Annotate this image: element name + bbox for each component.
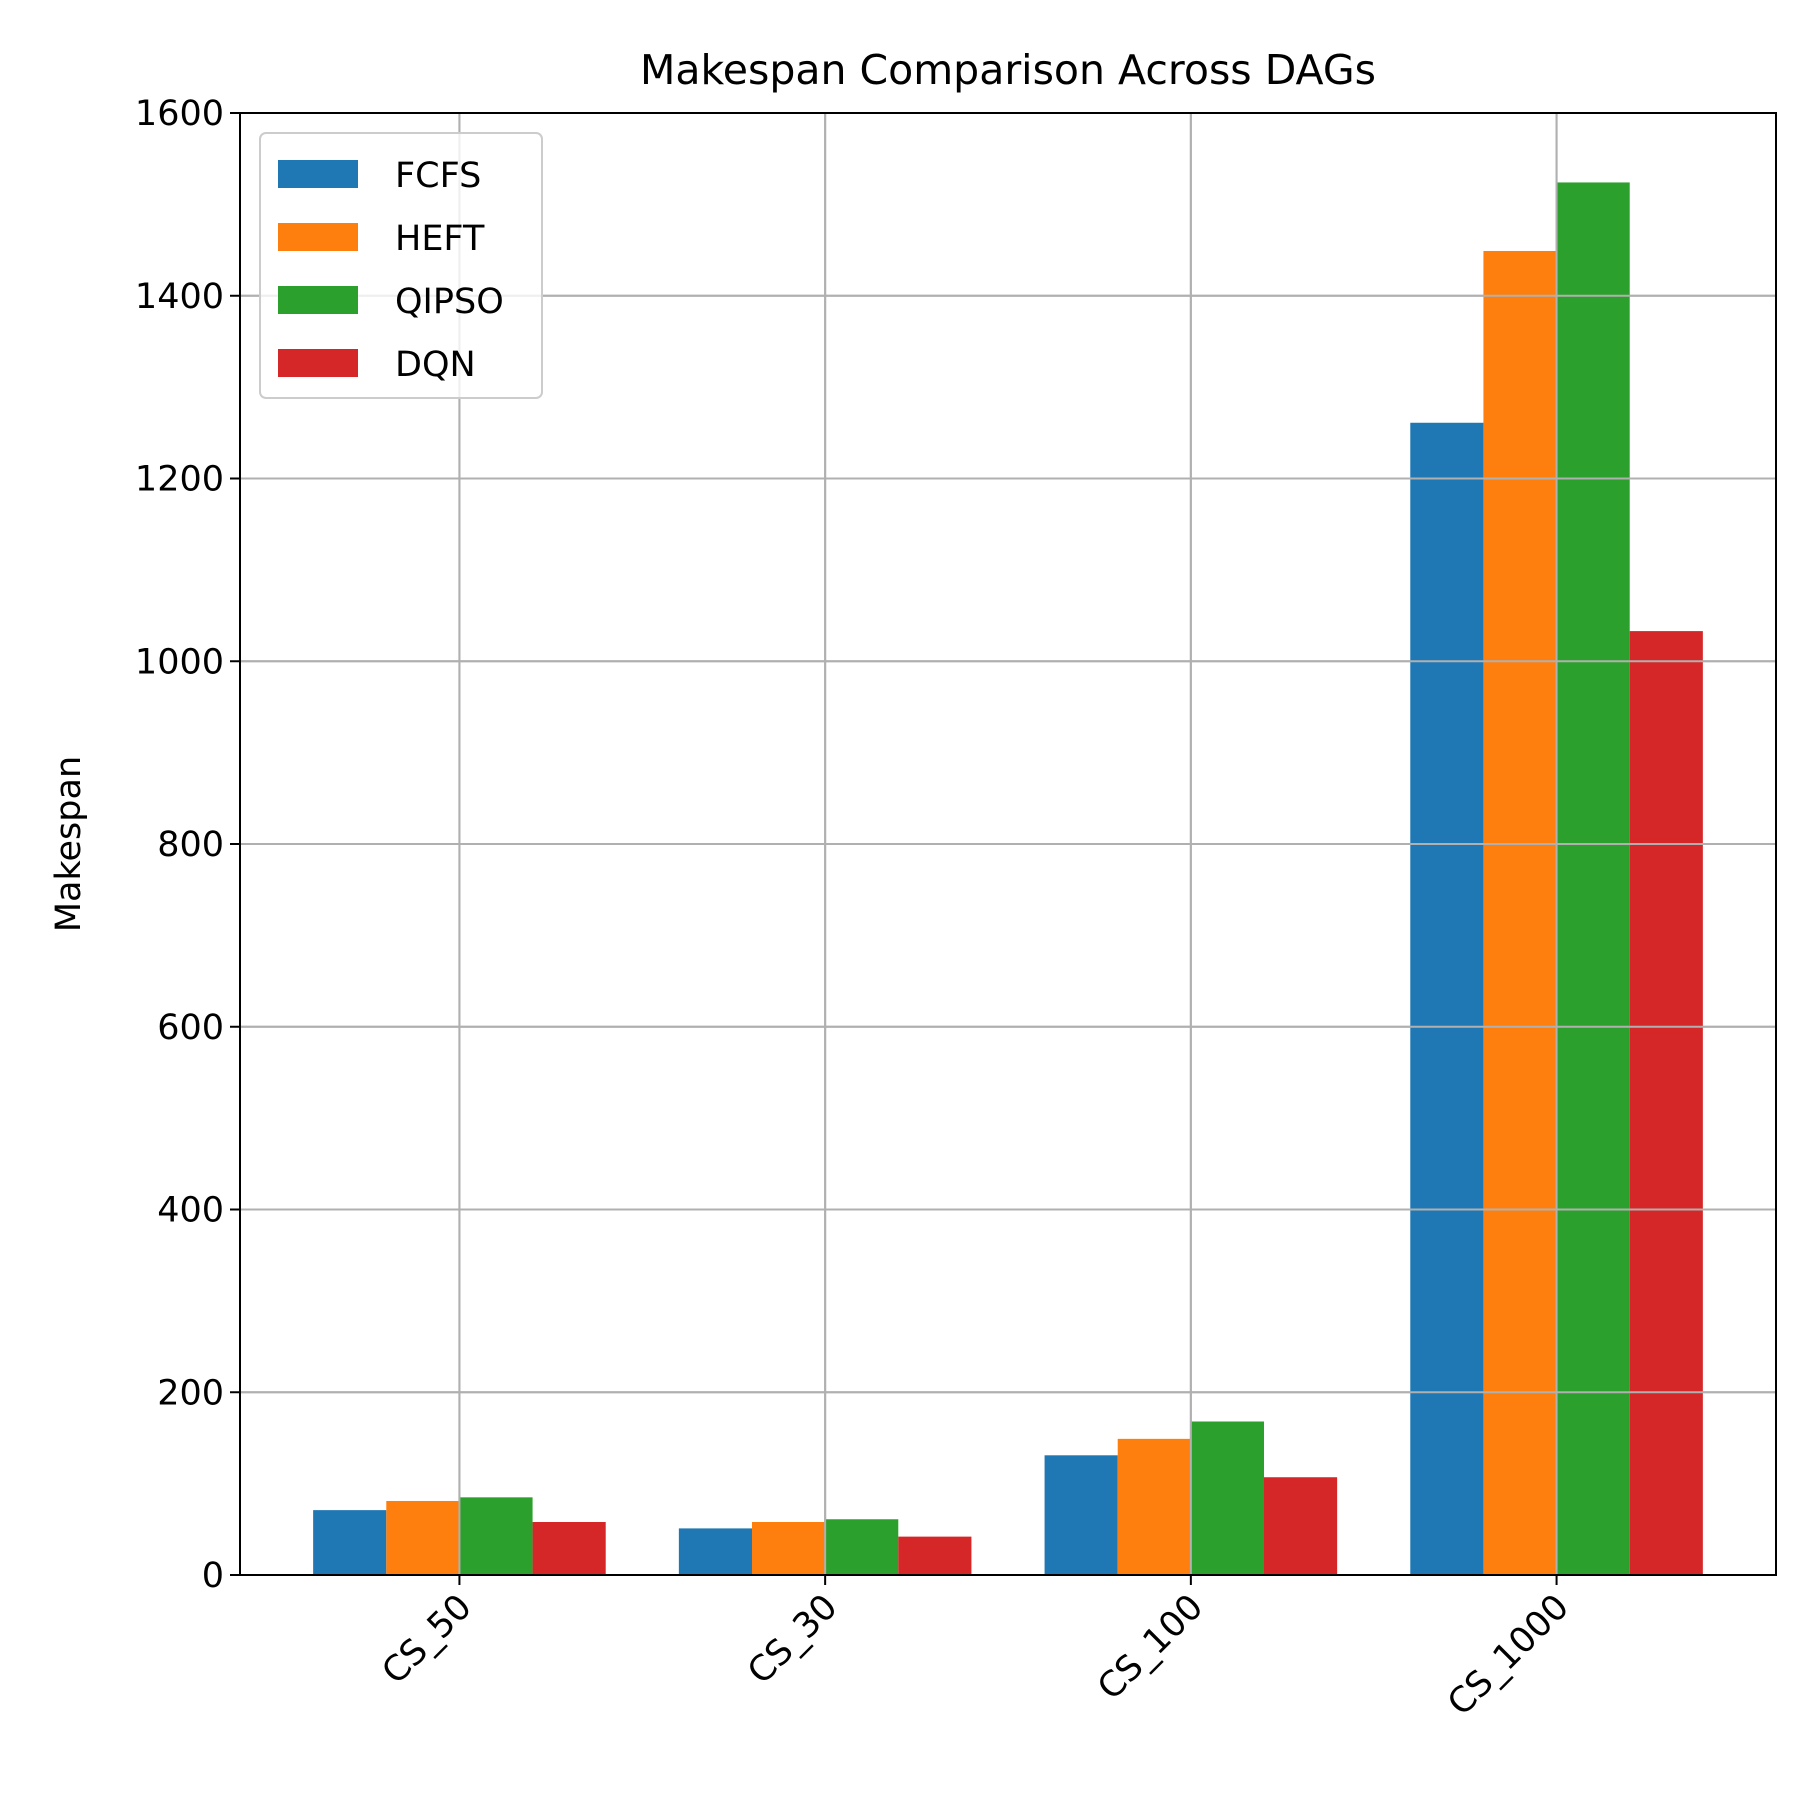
y-tick-label: 800 bbox=[157, 825, 224, 865]
legend: FCFS HEFT QIPSO DQN bbox=[259, 132, 543, 399]
legend-swatch-qipso bbox=[278, 286, 358, 314]
bar-heft-cs_30 bbox=[752, 1522, 826, 1575]
bar-qipso-cs_1000 bbox=[1556, 182, 1630, 1575]
y-tick-label: 1400 bbox=[135, 277, 224, 317]
bar-dqn-cs_1000 bbox=[1629, 631, 1703, 1575]
legend-label-fcfs: FCFS bbox=[395, 156, 481, 196]
bar-dqn-cs_50 bbox=[532, 1522, 606, 1575]
y-axis-label: Makespan bbox=[49, 756, 89, 932]
y-tick-label: 1200 bbox=[135, 460, 224, 500]
bar-dqn-cs_100 bbox=[1264, 1477, 1338, 1575]
y-tick-label: 1600 bbox=[135, 94, 224, 134]
y-tick-label: 0 bbox=[202, 1556, 224, 1596]
chart-title: Makespan Comparison Across DAGs bbox=[640, 46, 1376, 94]
legend-swatch-fcfs bbox=[278, 160, 358, 188]
bar-heft-cs_1000 bbox=[1483, 250, 1557, 1575]
bar-heft-cs_50 bbox=[386, 1500, 460, 1575]
legend-label-heft: HEFT bbox=[395, 219, 485, 259]
bar-dqn-cs_30 bbox=[898, 1536, 972, 1575]
y-tick-label: 200 bbox=[157, 1373, 224, 1413]
y-tick-label: 600 bbox=[157, 1008, 224, 1048]
legend-label-dqn: DQN bbox=[395, 345, 476, 385]
plot-frame bbox=[239, 112, 1777, 1576]
bar-qipso-cs_50 bbox=[459, 1497, 533, 1575]
legend-frame bbox=[259, 132, 543, 399]
legend-swatch-heft bbox=[278, 223, 358, 251]
legend-label-qipso: QIPSO bbox=[395, 282, 504, 322]
bars-layer bbox=[240, 112, 1776, 1576]
y-tick-label: 400 bbox=[157, 1191, 224, 1231]
bar-fcfs-cs_30 bbox=[678, 1528, 752, 1575]
bar-fcfs-cs_100 bbox=[1044, 1455, 1118, 1575]
bar-fcfs-cs_1000 bbox=[1410, 422, 1484, 1576]
bar-qipso-cs_100 bbox=[1190, 1421, 1264, 1575]
y-tick-label: 1000 bbox=[135, 642, 224, 682]
bar-qipso-cs_30 bbox=[825, 1519, 899, 1575]
bar-heft-cs_100 bbox=[1117, 1438, 1191, 1575]
legend-swatch-dqn bbox=[278, 349, 358, 377]
bar-fcfs-cs_50 bbox=[313, 1510, 387, 1575]
